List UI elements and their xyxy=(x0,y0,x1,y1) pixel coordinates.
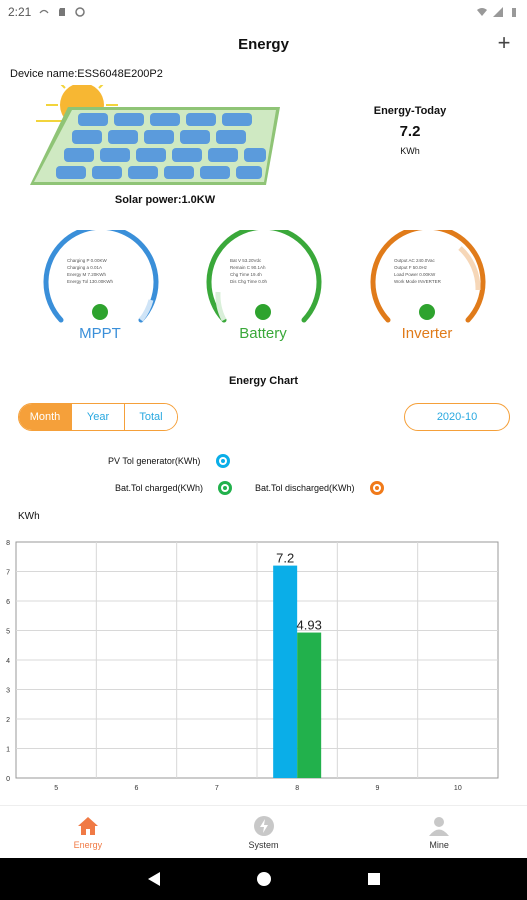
legend-discharged-label: Bat.Tol discharged(KWh) xyxy=(255,483,355,493)
inverter-line: Output F 50.0Hz xyxy=(394,265,428,270)
legend-discharged-radio-icon[interactable] xyxy=(369,481,384,495)
battery-icon xyxy=(512,8,516,17)
system-icon xyxy=(253,815,274,836)
mppt-line: Energy M 7.20KWh xyxy=(67,272,107,277)
y-tick-label: 2 xyxy=(6,717,10,724)
bar-data-label: 7.2 xyxy=(276,551,294,566)
battery-line: Remain C 90.1Ah xyxy=(230,265,266,270)
x-tick-label: 7 xyxy=(215,785,219,792)
mppt-line: Charging a 0.01A xyxy=(67,265,103,270)
home-icon xyxy=(77,816,98,835)
inverter-gauge[interactable]: Output AC 240.0Vac Output F 50.0Hz Load … xyxy=(368,230,488,350)
recents-icon[interactable] xyxy=(365,870,383,888)
battery-label: Battery xyxy=(239,325,287,342)
solar-power-label: Solar power:1.0KW xyxy=(114,194,216,206)
legend-pv[interactable]: PV Tol generator(KWh) xyxy=(108,454,231,468)
bar-data-label: 4.93 xyxy=(297,618,322,633)
period-segmented-control: Month Year Total xyxy=(18,403,178,431)
battery-line: Bat V 53.20Vdc xyxy=(230,258,262,263)
nav-system[interactable]: System xyxy=(176,806,352,858)
battery-line: Dis Chg Time 0.0h xyxy=(230,279,268,284)
status-time: 2:21 xyxy=(8,5,32,19)
mppt-gauge[interactable]: Charging P 0.00KW Charging a 0.01A Energ… xyxy=(41,230,161,350)
battery-line: Chg Time 19.4h xyxy=(230,272,262,277)
x-tick-label: 9 xyxy=(376,785,380,792)
battery-status-dot xyxy=(255,304,271,320)
y-axis-unit: KWh xyxy=(18,511,40,522)
energy-today-value: 7.2 xyxy=(399,123,421,140)
tab-total[interactable]: Total xyxy=(125,404,177,430)
legend-charged[interactable]: Bat.Tol charged(KWh) xyxy=(115,481,233,495)
inverter-gauge-ring xyxy=(370,230,486,323)
energy-today: Energy-Today 7.2 KWh xyxy=(350,105,470,156)
nav-mine-label: Mine xyxy=(429,839,449,850)
y-tick-label: 8 xyxy=(6,540,10,547)
date-picker-button[interactable]: 2020-10 xyxy=(404,403,510,431)
person-icon xyxy=(429,816,450,836)
home-button-icon[interactable] xyxy=(255,870,273,888)
back-icon[interactable] xyxy=(145,870,163,888)
y-tick-label: 5 xyxy=(6,629,10,636)
energy-today-unit: KWh xyxy=(400,146,420,156)
y-tick-label: 7 xyxy=(6,570,10,577)
tab-year[interactable]: Year xyxy=(72,404,125,430)
sync-icon xyxy=(75,7,86,17)
inverter-line: Output AC 240.0Vac xyxy=(394,258,435,263)
mppt-status-dot xyxy=(92,304,108,320)
device-name: Device name:ESS6048E200P2 xyxy=(10,68,163,80)
mppt-line: Charging P 0.00KW xyxy=(67,258,107,263)
x-tick-label: 6 xyxy=(135,785,139,792)
mppt-line: Energy Tol 130.00KWh xyxy=(67,279,113,284)
nav-energy[interactable]: Energy xyxy=(0,806,176,858)
bottom-nav: Energy System Mine xyxy=(0,805,527,858)
inverter-label: Inverter xyxy=(401,325,453,342)
sd-card-icon xyxy=(59,8,66,16)
battery-info: Bat V 53.20Vdc Remain C 90.1Ah Chg Time … xyxy=(230,257,300,285)
page-title: Energy xyxy=(238,36,289,53)
nav-mine[interactable]: Mine xyxy=(351,806,527,858)
chart-bar xyxy=(297,632,322,778)
y-tick-label: 1 xyxy=(6,747,10,754)
energy-chart-title: Energy Chart xyxy=(228,375,299,387)
status-bar: 2:21 xyxy=(0,0,527,24)
signal-icon xyxy=(493,7,503,17)
wifi-calling-icon xyxy=(39,9,49,14)
x-tick-label: 5 xyxy=(54,785,58,792)
chart-bar xyxy=(273,565,298,778)
inverter-line: Work Mode INVERTER xyxy=(394,279,441,284)
wifi-icon xyxy=(477,8,487,16)
inverter-line: Load Power 0.00KW xyxy=(394,272,436,277)
y-tick-label: 4 xyxy=(6,658,10,665)
energy-today-title: Energy-Today xyxy=(373,105,447,117)
y-tick-label: 3 xyxy=(6,688,10,695)
mppt-info: Charging P 0.00KW Charging a 0.01A Energ… xyxy=(67,257,137,285)
legend-pv-radio-icon[interactable] xyxy=(216,454,231,468)
legend-discharged[interactable]: Bat.Tol discharged(KWh) xyxy=(255,481,384,495)
legend-charged-label: Bat.Tol charged(KWh) xyxy=(115,483,204,493)
legend-charged-radio-icon[interactable] xyxy=(218,481,233,495)
app-bar: Energy + xyxy=(0,30,527,60)
y-tick-label: 6 xyxy=(6,599,10,606)
android-navigation-bar xyxy=(0,858,527,900)
energy-bar-chart: 0 1 2 3 4 5 6 7 8 5 6 7 8 9 10 7.2 4.93 xyxy=(6,540,499,792)
mppt-gauge-ring xyxy=(43,230,159,323)
nav-energy-label: Energy xyxy=(73,839,103,850)
battery-gauge-ring xyxy=(206,230,322,323)
x-tick-label: 10 xyxy=(454,785,462,792)
nav-system-label: System xyxy=(248,839,279,850)
solar-panel-illustration xyxy=(30,85,280,185)
inverter-status-dot xyxy=(419,304,435,320)
inverter-info: Output AC 240.0Vac Output F 50.0Hz Load … xyxy=(394,257,464,285)
x-tick-label: 8 xyxy=(295,785,299,792)
mppt-label: MPPT xyxy=(79,325,121,342)
add-icon[interactable]: + xyxy=(497,30,511,55)
tab-month[interactable]: Month xyxy=(19,404,72,430)
battery-gauge[interactable]: Bat V 53.20Vdc Remain C 90.1Ah Chg Time … xyxy=(204,230,324,350)
legend-pv-label: PV Tol generator(KWh) xyxy=(108,456,201,466)
y-tick-label: 0 xyxy=(6,776,10,783)
